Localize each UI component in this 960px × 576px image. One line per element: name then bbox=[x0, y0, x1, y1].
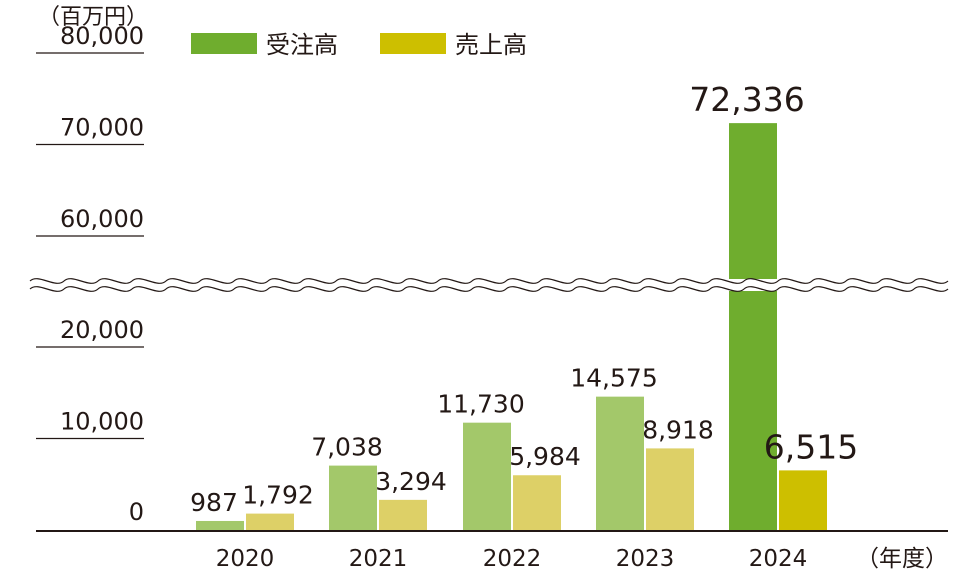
data-label-2022-series-1: 5,984 bbox=[509, 442, 581, 471]
y-tick-label-lower-2: 20,000 bbox=[60, 316, 144, 344]
axis-break-wave-top bbox=[29, 278, 949, 284]
data-label-2023-series-1: 8,918 bbox=[642, 415, 714, 444]
bar-2024-series-1 bbox=[779, 470, 827, 530]
data-label-layer: 987 1,792 7,038 3,294 11,730 5,984 14,575 8,918… bbox=[190, 80, 858, 517]
x-tick-label-2022: 2022 bbox=[483, 546, 542, 572]
bar-2020-series-1 bbox=[246, 513, 294, 530]
x-tick-label-2023: 2023 bbox=[616, 546, 675, 572]
y-tick-label-upper-2: 80,000 bbox=[60, 22, 144, 50]
data-label-2022-series-0: 11,730 bbox=[437, 390, 524, 419]
y-tick-label-lower-1: 10,000 bbox=[60, 408, 144, 436]
data-label-2020-series-0: 987 bbox=[190, 488, 238, 517]
x-axis: 2020 2021 2022 2023 2024 （年度） bbox=[36, 530, 948, 572]
data-label-2021-series-1: 3,294 bbox=[375, 467, 447, 496]
legend: 受注高 売上高 bbox=[191, 31, 527, 59]
x-tick-label-2024: 2024 bbox=[749, 546, 808, 572]
x-unit-label: （年度） bbox=[856, 546, 948, 572]
bar-2023-series-0 bbox=[596, 396, 644, 530]
data-label-2024-series-0: 72,336 bbox=[689, 80, 804, 119]
data-label-2020-series-1: 1,792 bbox=[242, 481, 314, 510]
axis-break bbox=[24, 278, 954, 292]
bar-2021-series-1 bbox=[379, 499, 427, 530]
legend-swatch-series-1 bbox=[380, 33, 446, 54]
legend-label-series-0: 受注高 bbox=[266, 31, 338, 59]
data-label-2021-series-0: 7,038 bbox=[311, 433, 383, 462]
bar-layer bbox=[196, 123, 827, 530]
bar-2023-series-1 bbox=[646, 448, 694, 530]
y-tick-label-lower-0: 0 bbox=[129, 498, 144, 526]
data-label-2023-series-0: 14,575 bbox=[570, 364, 657, 393]
data-label-2024-series-1: 6,515 bbox=[764, 427, 858, 466]
x-tick-label-2020: 2020 bbox=[216, 546, 275, 572]
y-tick-label-upper-1: 70,000 bbox=[60, 114, 144, 142]
bar-2024-series-0 bbox=[729, 123, 777, 530]
bar-2020-series-0 bbox=[196, 520, 244, 530]
bar-2022-series-1 bbox=[513, 475, 561, 530]
axis-break-wave-bottom bbox=[29, 286, 949, 292]
x-tick-label-2021: 2021 bbox=[349, 546, 408, 572]
legend-swatch-series-0 bbox=[191, 33, 257, 54]
bar-2021-series-0 bbox=[329, 465, 377, 530]
legend-label-series-1: 売上高 bbox=[455, 31, 527, 59]
bar-2022-series-0 bbox=[463, 422, 511, 530]
y-tick-layer: 0 10,000 20,000 60,000 70,000 80,000（百万円） bbox=[36, 5, 148, 526]
y-tick-label-upper-0: 60,000 bbox=[60, 205, 144, 233]
y-unit-label: （百万円） bbox=[38, 5, 148, 30]
